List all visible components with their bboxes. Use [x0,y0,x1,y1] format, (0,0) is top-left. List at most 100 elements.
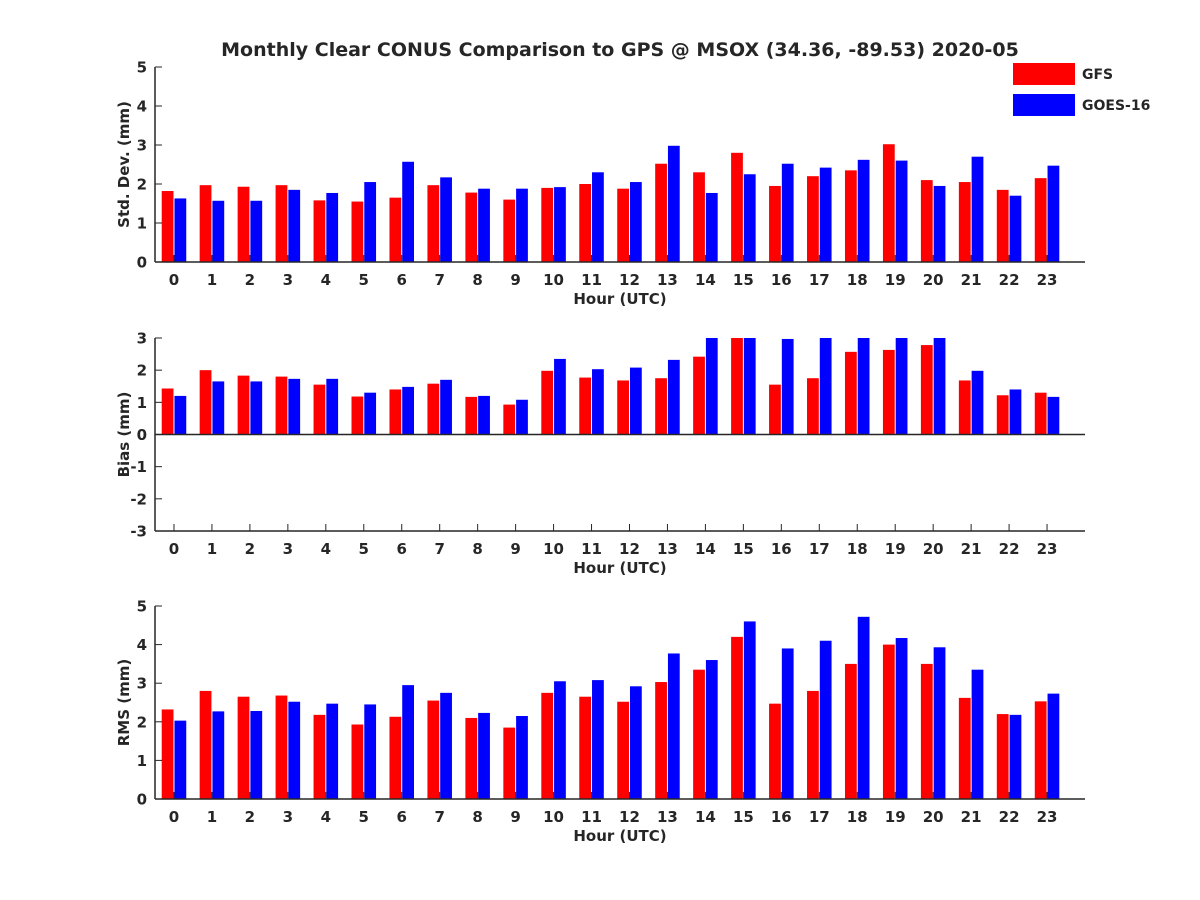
bar-gfs-hour-9 [503,199,516,262]
y-axis-label: Bias (mm) [115,392,133,478]
x-axis-label: Hour (UTC) [573,290,666,308]
bar-goes-16-hour-2 [250,200,263,262]
bar-gfs-hour-10 [541,692,554,799]
bar-goes-16-hour-9 [516,188,528,262]
bar-gfs-hour-4 [313,384,326,435]
bar-gfs-hour-11 [579,377,592,435]
x-tick-label: 17 [809,808,830,826]
bar-goes-16-hour-21 [971,156,984,262]
x-tick-label: 9 [510,808,520,826]
x-tick-label: 4 [321,540,331,558]
bar-goes-16-hour-17 [819,640,832,799]
x-tick-label: 13 [657,808,678,826]
y-tick-label: 3 [137,137,147,155]
x-tick-label: 23 [1037,808,1058,826]
bar-gfs-hour-6 [389,197,402,262]
x-tick-label: 14 [695,271,716,289]
bar-goes-16-hour-14 [705,660,718,799]
y-tick-label: 5 [137,598,147,616]
bar-gfs-hour-2 [237,696,250,799]
x-tick-label: 3 [283,808,293,826]
x-tick-label: 3 [283,271,293,289]
bar-gfs-hour-16 [769,703,781,799]
bar-gfs-hour-20 [920,345,933,435]
bar-goes-16-hour-1 [212,711,225,799]
bar-gfs-hour-5 [351,724,364,799]
bar-goes-16-hour-1 [212,200,225,262]
bar-gfs-hour-12 [617,188,629,262]
bar-gfs-hour-14 [693,356,705,435]
bar-goes-16-hour-4 [326,192,339,262]
x-tick-label: 18 [847,271,868,289]
bar-gfs-hour-1 [199,690,212,799]
y-tick-label: 1 [137,394,147,412]
bar-goes-16-hour-14 [705,192,718,262]
bar-goes-16-hour-17 [819,167,832,262]
bar-goes-16-hour-2 [250,710,263,799]
x-tick-label: 8 [472,540,482,558]
x-axis-label: Hour (UTC) [573,827,666,845]
bar-goes-16-hour-0 [174,395,187,435]
x-tick-label: 12 [619,808,640,826]
bar-goes-16-hour-21 [971,370,984,435]
bar-gfs-hour-3 [275,376,288,435]
y-tick-label: 0 [137,791,147,809]
bar-gfs-hour-20 [920,180,933,262]
bar-gfs-hour-22 [996,395,1009,435]
bar-gfs-hour-6 [389,389,402,435]
x-tick-label: 10 [543,808,564,826]
bar-gfs-hour-6 [389,716,402,799]
x-tick-label: 8 [472,271,482,289]
x-tick-label: 2 [245,540,255,558]
bar-goes-16-hour-9 [516,716,528,799]
bar-goes-16-hour-6 [402,386,414,435]
x-tick-label: 6 [397,271,407,289]
bar-goes-16-hour-4 [326,378,339,435]
y-tick-label: 1 [137,752,147,770]
bar-gfs-hour-4 [313,714,326,799]
y-tick-label: 4 [137,636,147,654]
bar-goes-16-hour-1 [212,381,225,435]
bar-gfs-hour-3 [275,185,288,262]
x-tick-label: 16 [771,808,792,826]
x-tick-label: 12 [619,271,640,289]
x-tick-label: 14 [695,540,716,558]
bar-goes-16-hour-3 [288,189,301,262]
bar-goes-16-hour-22 [1009,389,1022,435]
bar-goes-16-hour-7 [440,177,452,262]
bar-goes-16-hour-16 [781,338,794,435]
x-tick-label: 2 [245,271,255,289]
bar-gfs-hour-19 [882,144,895,262]
bar-gfs-hour-21 [958,380,971,435]
x-tick-label: 16 [771,540,792,558]
bar-goes-16-hour-20 [933,185,946,262]
bar-goes-16-hour-16 [781,163,794,262]
y-tick-label: -1 [130,458,147,476]
y-tick-label: -3 [130,523,147,541]
x-tick-label: 7 [434,271,444,289]
x-tick-label: 11 [581,540,602,558]
bar-gfs-hour-13 [655,163,667,262]
bar-gfs-hour-13 [655,378,667,435]
bar-gfs-hour-21 [958,697,971,799]
bar-goes-16-hour-21 [971,669,984,799]
y-tick-label: 3 [137,330,147,348]
bar-goes-16-hour-12 [629,367,642,435]
bar-goes-16-hour-15 [743,174,756,262]
bar-gfs-hour-7 [427,185,440,262]
bar-gfs-hour-16 [769,185,781,262]
x-tick-label: 19 [885,808,906,826]
x-tick-label: 5 [359,271,369,289]
x-tick-label: 7 [434,808,444,826]
x-tick-label: 1 [207,540,217,558]
bar-gfs-hour-16 [769,384,781,435]
x-tick-label: 10 [543,540,564,558]
bar-gfs-hour-8 [465,717,478,799]
bar-goes-16-hour-20 [933,338,946,435]
bar-goes-16-hour-23 [1047,165,1060,262]
x-tick-label: 3 [283,540,293,558]
bar-gfs-hour-8 [465,396,478,435]
x-tick-label: 8 [472,808,482,826]
